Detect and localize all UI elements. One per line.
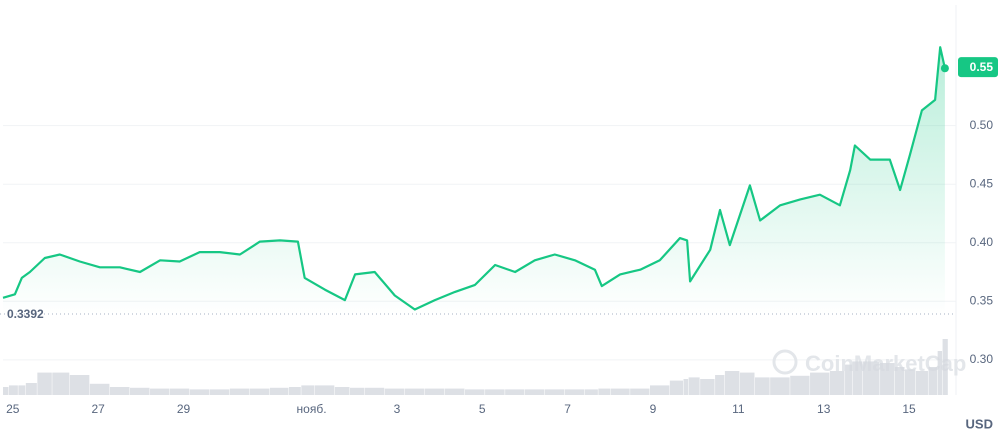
volume-bar <box>845 364 853 395</box>
volume-bar <box>829 371 845 395</box>
open-price-label: 0.3392 <box>7 307 44 321</box>
last-point <box>940 64 949 73</box>
volume-bar <box>485 389 505 395</box>
x-tick-label: 27 <box>91 402 105 416</box>
price-line <box>2 46 946 311</box>
price-badge <box>958 57 998 78</box>
x-tick-label: 9 <box>650 402 657 416</box>
y-tick-label: 0.35 <box>970 293 994 307</box>
volume-bar <box>862 361 880 395</box>
volume-bar <box>810 372 830 395</box>
volume-bar <box>649 385 670 395</box>
volume-bar <box>129 387 150 395</box>
x-tick-label: 11 <box>732 402 745 416</box>
volume-bar <box>584 389 598 395</box>
volume-bar <box>301 385 315 395</box>
volume-bar <box>288 387 301 395</box>
volume-bar <box>770 377 790 395</box>
volume-bar <box>739 372 755 395</box>
x-tick-label: 7 <box>564 402 571 416</box>
x-tick-label: 29 <box>177 402 191 416</box>
x-tick-label: 5 <box>479 402 486 416</box>
y-tick-label: 0.30 <box>970 352 994 366</box>
volume-bar <box>384 388 405 395</box>
volume-bar <box>8 385 18 395</box>
x-tick-label: 3 <box>394 402 401 416</box>
volume-bar <box>364 387 385 395</box>
volume-bar <box>89 383 110 395</box>
volume-bar <box>444 388 465 395</box>
volume-bar <box>790 375 810 395</box>
volume-bar <box>928 367 938 395</box>
volume-bar <box>25 383 37 395</box>
volume-bar <box>37 372 52 395</box>
volume-bar <box>150 388 170 395</box>
volume-bar <box>249 388 270 395</box>
watermark-logo <box>772 349 798 375</box>
volume-bar <box>169 388 190 395</box>
volume-bar <box>424 388 445 395</box>
volume-bar <box>880 363 895 395</box>
volume-bar <box>715 375 725 395</box>
y-tick-label: 0.40 <box>970 235 994 249</box>
x-tick-label: нояб. <box>297 402 327 416</box>
volume-bar <box>18 385 26 395</box>
volume-bar <box>754 377 770 395</box>
x-tick-label: 15 <box>902 402 916 416</box>
currency: USD <box>966 416 993 431</box>
volume-bar <box>69 375 90 395</box>
y-tick-label: 0.45 <box>970 176 994 190</box>
volume-bar <box>524 389 545 395</box>
volume-bar <box>269 387 289 395</box>
volume-bar <box>688 377 700 395</box>
volume-bar <box>894 367 905 395</box>
x-tick-label: 13 <box>817 402 831 416</box>
volume-bar <box>610 388 630 395</box>
volume-bar <box>464 389 485 395</box>
volume-bar <box>683 379 689 395</box>
volume-bar <box>229 388 250 395</box>
volume-bar <box>942 339 948 395</box>
volume-bar <box>564 389 585 395</box>
volume-bar <box>314 385 335 395</box>
volume-bar <box>3 387 9 395</box>
volume-bar <box>669 380 684 395</box>
volume-bar <box>724 371 740 395</box>
volume-bar <box>349 387 365 395</box>
volume-bar <box>937 351 943 395</box>
volume-bar <box>334 387 350 395</box>
volume-bar <box>404 388 425 395</box>
y-tick-label: 0.50 <box>970 118 994 132</box>
volume-bar <box>598 388 611 395</box>
volume-bar <box>915 371 928 395</box>
x-tick-label: 25 <box>6 402 20 416</box>
volume-bar <box>209 389 230 395</box>
volume-bar <box>700 379 715 395</box>
volume-bar <box>544 389 565 395</box>
price-area <box>3 47 945 315</box>
volume-bar <box>852 361 863 395</box>
volume-bar <box>189 389 210 395</box>
volume-bar <box>52 372 70 395</box>
volume-bar <box>109 387 130 395</box>
volume-bar <box>505 389 525 395</box>
volume-bar <box>904 369 916 395</box>
price-badge-label: 0.55 <box>970 60 994 74</box>
volume-bar <box>630 388 650 395</box>
